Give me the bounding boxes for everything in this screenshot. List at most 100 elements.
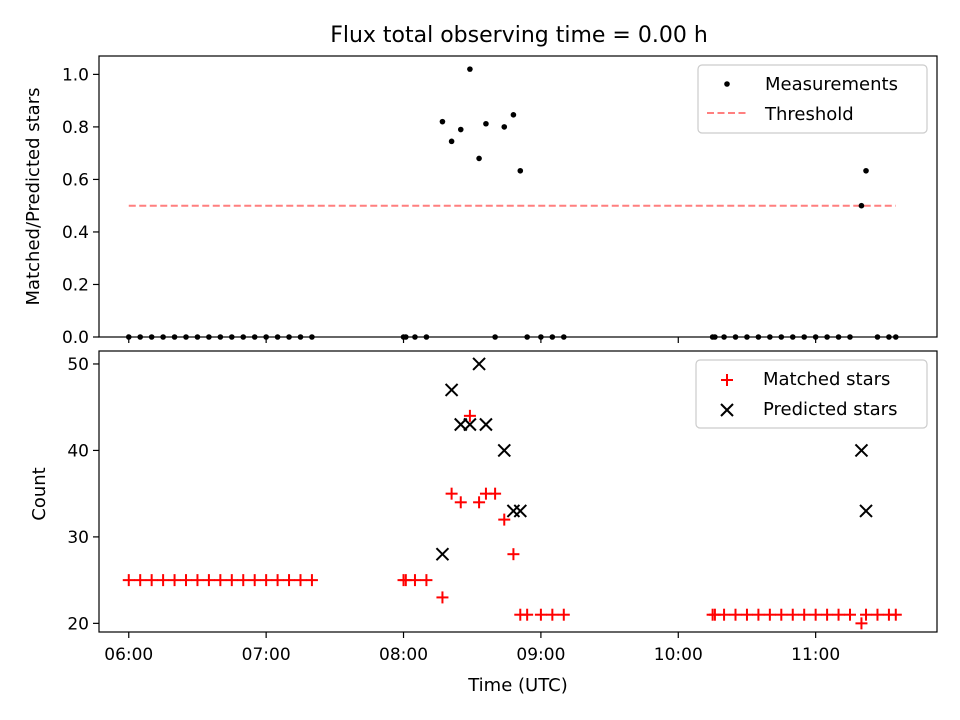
count-x-tick-label: 10:00 [654,645,703,665]
matched-star-point [202,574,215,587]
predicted-legend-icon [720,403,734,417]
count-legend: Matched stars Predicted stars [695,359,928,429]
ratio-marks [125,66,899,340]
ratio-y-tick-label: 0.0 [62,328,89,348]
ratio-panel: 0.0 0.2 0.4 0.6 0.8 1.0 Matched/Predicted sta… [23,55,938,348]
matched-legend-icon [721,374,733,386]
count-axes-frame [98,350,938,633]
matched-star-point [191,574,204,587]
matched-star-point [305,574,318,587]
measurements-legend-icon [724,81,730,87]
count-x-tick-label: 06:00 [104,645,153,665]
matched-star-point [775,608,788,621]
matched-star-point [763,608,776,621]
matched-star-point [122,574,135,587]
matched-star-point [718,608,731,621]
matched-star-point [157,574,170,587]
measurement-point [448,138,455,145]
count-y-tick-label: 30 [67,528,89,548]
matched-star-point [809,608,822,621]
ratio-y-axis: 0.0 0.2 0.4 0.6 0.8 1.0 [62,65,99,348]
count-x-tick-label: 09:00 [516,645,565,665]
matched-star-point [294,574,307,587]
matched-star-point [489,487,502,500]
matched-legend-label: Matched stars [763,369,890,390]
count-x-tick-label: 11:00 [791,645,840,665]
ratio-y-tick-label: 0.4 [62,223,89,243]
matched-star-point [408,574,421,587]
matched-star-point [557,608,570,621]
measurement-point [501,124,508,130]
count-marks [122,357,902,630]
matched-star-point [855,617,868,630]
matched-star-point [786,608,799,621]
ratio-y-tick-label: 1.0 [62,65,89,85]
matched-star-point [260,574,273,587]
ratio-axes-frame [98,55,938,338]
matched-star-point [798,608,811,621]
x-axis-label: Time (UTC) [467,675,568,696]
predicted-star-point [472,357,486,371]
count-legend-frame [695,359,928,429]
measurement-point [476,155,482,162]
measurement-point [517,167,524,174]
count-y-axis-label: Count [29,467,50,520]
ratio-legend: Measurements Threshold [697,64,928,134]
count-x-axis: 06:00 07:00 08:00 09:00 10:00 11:00 [104,632,840,665]
matched-star-point [214,574,227,587]
matched-star-point [271,574,284,587]
matched-star-point [134,574,147,587]
matched-star-point [832,608,845,621]
count-y-tick-label: 40 [67,441,89,461]
matched-star-point [546,608,559,621]
matched-star-point [534,608,547,621]
predicted-star-point [854,443,869,458]
measurement-point [863,167,869,174]
matched-star-point [860,608,873,621]
predicted-star-point [479,417,493,432]
matched-star-point [521,608,534,621]
matched-star-point [871,608,884,621]
predicted-star-point [444,383,459,397]
ratio-y-axis-label: Matched/Predicted stars [23,88,44,306]
matched-star-point [463,409,476,422]
matched-star-point [445,487,458,500]
predicted-star-point [497,443,511,458]
matched-star-point [145,574,158,587]
predicted-legend-label: Predicted stars [763,399,897,420]
measurement-point [439,118,446,125]
matched-star-point [454,496,467,509]
matched-star-point [225,574,238,587]
matched-star-point [498,513,511,526]
predicted-star-point [435,547,450,561]
matched-star-point [180,574,193,587]
matched-star-point [729,608,742,621]
predicted-star-point [463,417,477,432]
chart-title: Flux total observing time = 0.00 h [330,23,708,48]
predicted-star-point [513,504,527,518]
measurement-point [467,66,473,72]
ratio-y-tick-label: 0.6 [62,170,89,190]
count-y-axis: 20 30 40 50 [67,355,99,634]
matched-star-point [248,574,261,587]
count-x-tick-label: 08:00 [379,645,428,665]
measurement-point [510,112,517,118]
matched-star-point [473,496,486,509]
measurement-point [457,126,464,133]
threshold-legend-label: Threshold [764,104,854,125]
ratio-y-tick-label: 0.8 [62,118,89,138]
matched-star-point [889,608,902,621]
matched-star-point [436,591,449,604]
matched-star-point [507,548,520,561]
matched-star-point [237,574,250,587]
matched-star-point [283,574,296,587]
count-x-tick-label: 07:00 [242,645,291,665]
measurement-point [858,202,865,209]
predicted-star-point [859,504,873,518]
measurement-point [483,120,489,127]
matched-star-point [843,608,856,621]
matched-star-point [168,574,181,587]
measurements-legend-label: Measurements [765,74,898,95]
